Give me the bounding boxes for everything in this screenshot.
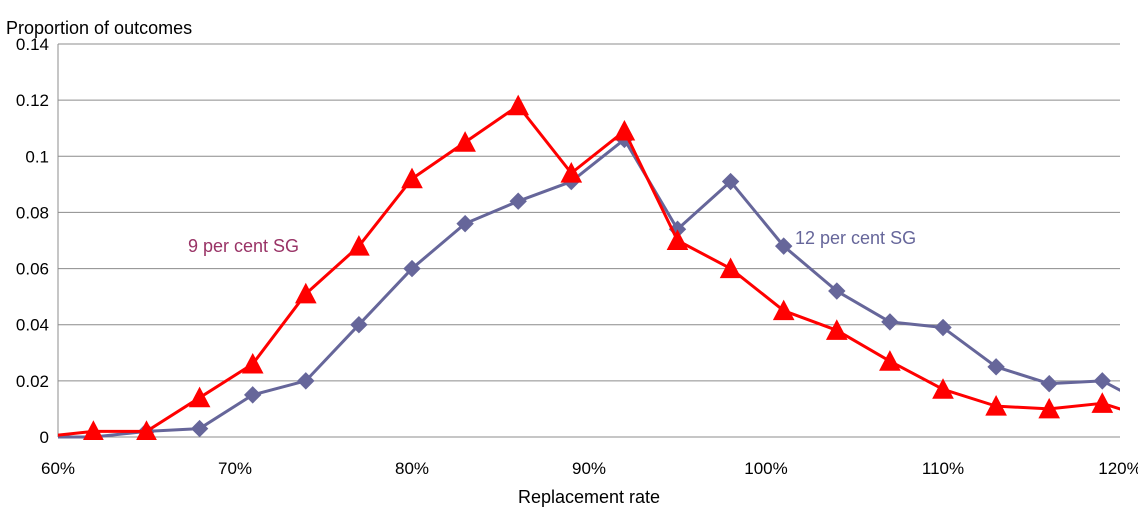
data-point-diamond	[881, 313, 899, 331]
y-tick-label: 0.12	[16, 91, 49, 110]
data-point-diamond	[1040, 374, 1058, 393]
data-point-triangle	[241, 352, 264, 374]
y-tick-label: 0.06	[16, 260, 49, 279]
tick-labels: 0 0.02 0.04 0.06 0.08 0.1 0.12 0.14 60% 70% 80% 90%…	[16, 35, 1138, 478]
data-point-diamond	[350, 316, 368, 334]
series-layer	[58, 94, 1120, 440]
data-point-diamond	[934, 318, 952, 337]
data-point-diamond	[456, 214, 474, 233]
data-point-triangle	[1091, 392, 1114, 413]
data-point-triangle	[613, 119, 636, 141]
axes	[57, 44, 1120, 438]
data-point-diamond	[774, 237, 793, 255]
data-point-triangle	[454, 131, 476, 152]
data-point-diamond	[721, 172, 740, 191]
data-point-triangle	[985, 395, 1007, 416]
series-label-9-per-cent: 9 per cent SG	[188, 236, 299, 256]
data-point-diamond	[1093, 372, 1112, 390]
y-tick-label: 0.04	[16, 316, 49, 335]
y-axis-title: Proportion of outcomes	[6, 18, 192, 38]
y-tick-label: 0.14	[16, 35, 49, 54]
data-point-triangle	[825, 319, 848, 340]
data-point-triangle	[666, 229, 689, 250]
data-point-triangle	[507, 94, 530, 116]
data-point-triangle	[560, 162, 583, 183]
data-point-triangle	[294, 282, 317, 304]
data-point-diamond	[243, 386, 262, 404]
series-9-per-cent-sg	[58, 94, 1120, 440]
data-point-triangle	[348, 235, 370, 256]
x-tick-label: 110%	[922, 459, 964, 478]
data-point-diamond	[509, 192, 527, 210]
x-tick-label: 100%	[744, 459, 787, 478]
data-point-triangle	[1038, 397, 1061, 419]
y-tick-label: 0.1	[25, 147, 49, 166]
data-point-triangle	[136, 420, 157, 440]
x-tick-label: 120%	[1098, 459, 1138, 478]
data-point-triangle	[188, 386, 211, 408]
x-tick-label: 90%	[572, 459, 606, 478]
data-point-triangle	[932, 378, 954, 399]
data-point-diamond	[828, 282, 846, 300]
data-point-diamond	[190, 419, 209, 438]
data-point-diamond	[297, 372, 315, 390]
data-point-triangle	[772, 299, 795, 321]
x-tick-label: 60%	[41, 459, 75, 478]
y-tick-label: 0.08	[16, 203, 49, 222]
data-point-diamond	[403, 259, 421, 278]
x-axis-title: Replacement rate	[518, 487, 660, 507]
y-tick-label: 0	[40, 428, 49, 447]
data-point-triangle	[879, 350, 901, 371]
gridlines	[58, 43, 1120, 382]
data-point-triangle	[83, 420, 104, 440]
data-point-triangle	[401, 167, 423, 189]
y-tick-label: 0.02	[16, 372, 49, 391]
data-point-diamond	[987, 358, 1005, 376]
x-tick-label: 80%	[395, 459, 429, 478]
series-line-9-per-cent-sg	[58, 104, 1120, 437]
series-line-12-per-cent-sg	[58, 137, 1120, 439]
data-point-triangle	[719, 257, 742, 279]
x-tick-label: 70%	[218, 459, 252, 478]
series-label-12-per-cent: 12 per cent SG	[795, 228, 916, 248]
